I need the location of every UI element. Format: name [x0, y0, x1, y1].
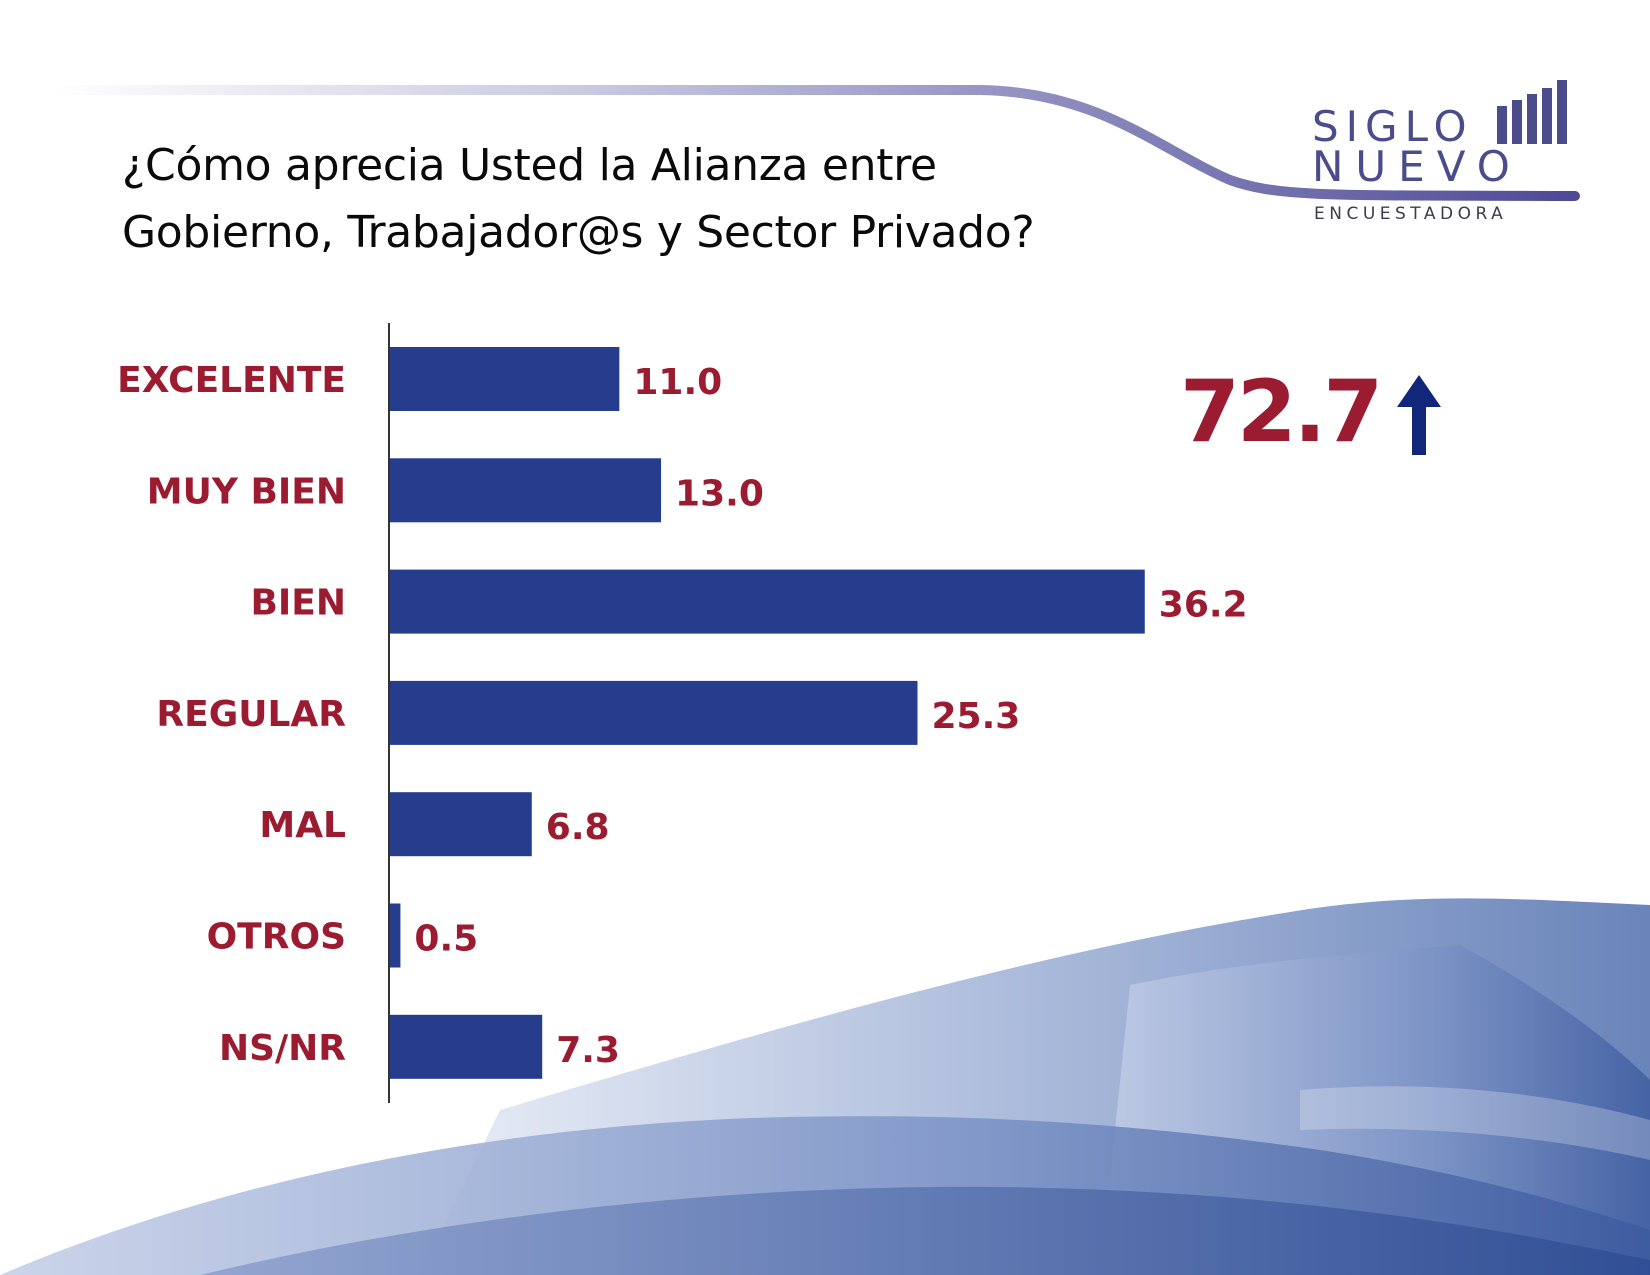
category-label: NS/NR — [219, 1028, 346, 1069]
logo-text-nuevo: NUEVO — [1312, 142, 1522, 191]
highlight-value: 72.7 — [1180, 362, 1383, 462]
bar-bien — [390, 569, 1145, 634]
siglo-nuevo-logo: SIGLO NUEVO ENCUESTADORA — [1300, 80, 1600, 230]
logo-text-encuestadora: ENCUESTADORA — [1314, 204, 1508, 224]
bar-excelente — [390, 347, 620, 411]
category-label: MUY BIEN — [147, 471, 346, 512]
logo-text-siglo: SIGLO — [1312, 102, 1474, 151]
category-label: MAL — [259, 805, 346, 846]
category-label: BIEN — [250, 583, 346, 624]
bar-ns-nr — [390, 1014, 543, 1079]
data-label: 7.3 — [556, 1030, 620, 1071]
chart-title-line-2: Gobierno, Trabajador@s y Sector Privado? — [122, 207, 1035, 258]
bar-chart-icon — [1497, 80, 1567, 144]
chart-title-line-1: ¿Cómo aprecia Usted la Alianza entre — [122, 140, 937, 191]
up-arrow-icon — [1397, 375, 1441, 455]
bar-regular — [390, 680, 918, 745]
data-label: 0.5 — [414, 919, 478, 960]
bar-otros — [390, 903, 401, 968]
category-label: EXCELENTE — [117, 360, 346, 401]
data-label: 13.0 — [675, 473, 764, 514]
bar-mal — [390, 792, 532, 857]
data-label: 36.2 — [1159, 585, 1248, 626]
data-label: 11.0 — [633, 362, 722, 403]
bar-muy-bien — [390, 458, 662, 523]
data-label: 25.3 — [932, 696, 1021, 737]
category-label: REGULAR — [156, 694, 346, 735]
bars-layer: EXCELENTE 11.0 MUY BIEN 13.0 BIEN 36.2 REGULAR… — [117, 347, 1248, 1079]
data-label: 6.8 — [546, 807, 610, 848]
category-label: OTROS — [207, 917, 346, 958]
